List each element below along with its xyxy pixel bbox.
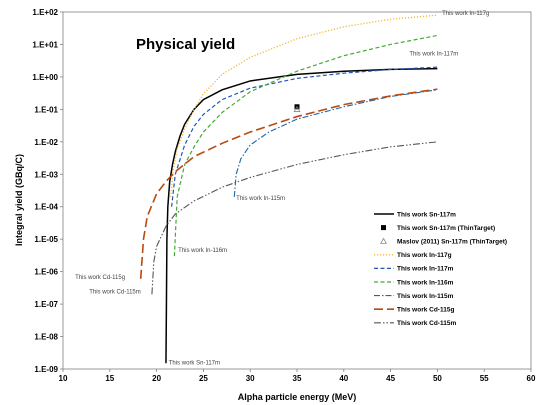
y-tick-label: 1.E+02 xyxy=(32,8,58,17)
series-annotation: This work Cd-115g xyxy=(75,275,125,281)
series-annotation: This work In-117g xyxy=(442,11,489,17)
chart-title: Physical yield xyxy=(136,36,235,53)
legend-label-this-work-in-116m: This work In-116m xyxy=(397,279,454,286)
annotation-layer: This work In-117g This work In-117m This w… xyxy=(75,11,489,366)
y-tick-label: 1.E-03 xyxy=(34,170,58,179)
series-line-this-work-in-117g xyxy=(169,14,438,198)
legend-label-this-work-sn-117m: This work Sn-117m xyxy=(397,211,456,218)
legend-label-this-work-cd-115g: This work Cd-115g xyxy=(397,307,454,314)
x-tick-label: 35 xyxy=(293,374,302,383)
x-tick-label: 10 xyxy=(59,374,68,383)
y-tick-label: 1.E-08 xyxy=(34,333,58,342)
series-layer xyxy=(139,14,438,364)
legend-label-this-work-cd-115m: This work Cd-115m xyxy=(397,320,456,327)
series-annotation: This work Sn-117m xyxy=(169,360,220,366)
legend-label-maslov-2011-sn-117m-thintarget: Maslov (2011) Sn-117m (ThinTarget) xyxy=(397,239,507,246)
y-tick-label: 1.E-04 xyxy=(34,203,58,212)
x-tick-label: 30 xyxy=(246,374,255,383)
series-annotation: This work In-115m xyxy=(236,196,285,202)
legend-label-this-work-in-115m: This work In-115m xyxy=(397,293,454,300)
legend-label-this-work-in-117g: This work In-117g xyxy=(397,252,452,259)
legend-symbol-this-work-sn-117m-thintarget xyxy=(381,225,386,231)
y-axis-title: Integral yield (GBq/C) xyxy=(14,154,24,246)
legend-label-this-work-sn-117m-thintarget: This work Sn-117m (ThinTarget) xyxy=(397,225,495,232)
y-tick-label: 1.E-09 xyxy=(34,365,58,374)
data-point-maslov-2011-sn-117m-thintarget xyxy=(293,105,301,112)
series-line-this-work-cd-115m xyxy=(151,141,438,295)
x-tick-label: 40 xyxy=(339,374,348,383)
y-tick-label: 1.E+00 xyxy=(32,73,58,82)
y-tick-label: 1.E+01 xyxy=(32,40,58,49)
series-line-this-work-cd-115g xyxy=(139,88,438,279)
tick-labels: 10 15 20 25 30 35 40 45 50 55 60 1.E-09 1.E-08 1.E-07… xyxy=(32,8,536,383)
series-annotation: This work Cd-115m xyxy=(89,290,141,296)
y-tick-label: 1.E-05 xyxy=(34,235,58,244)
legend-symbol-maslov-2011-sn-117m-thintarget xyxy=(380,237,387,244)
y-tick-label: 1.E-02 xyxy=(34,138,58,147)
x-tick-label: 55 xyxy=(480,374,489,383)
y-tick-label: 1.E-01 xyxy=(34,105,58,114)
series-line-this-work-sn-117m xyxy=(165,67,438,364)
series-annotation: This work In-116m xyxy=(178,248,227,254)
x-tick-label: 25 xyxy=(199,374,208,383)
series-line-this-work-in-115m xyxy=(233,89,438,198)
series-annotation: This work In-117m xyxy=(409,52,458,58)
x-tick-label: 60 xyxy=(527,374,536,383)
x-tick-label: 45 xyxy=(386,374,395,383)
series-line-this-work-in-117m xyxy=(170,66,438,207)
x-tick-label: 15 xyxy=(105,374,114,383)
legend-label-this-work-in-117m: This work In-117m xyxy=(397,266,454,273)
series-line-this-work-in-116m xyxy=(173,34,438,257)
y-tick-label: 1.E-07 xyxy=(34,300,58,309)
y-tick-label: 1.E-06 xyxy=(34,268,58,277)
legend: This work Sn-117m This work Sn-117m (Thin… xyxy=(374,211,507,327)
x-tick-label: 50 xyxy=(433,374,442,383)
x-axis-title: Alpha particle energy (MeV) xyxy=(238,392,357,402)
x-tick-label: 20 xyxy=(152,374,161,383)
